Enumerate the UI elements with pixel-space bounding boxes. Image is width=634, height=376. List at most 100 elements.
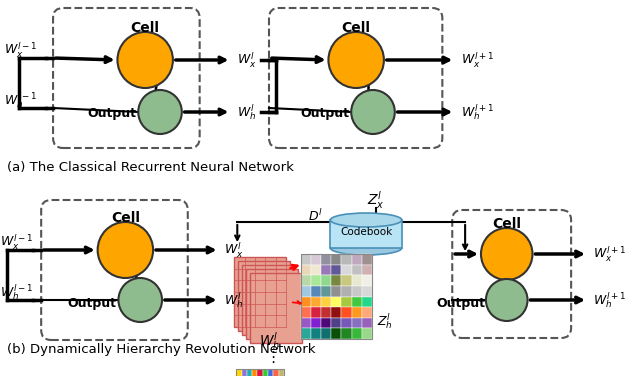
Bar — [352, 275, 362, 286]
Bar — [352, 307, 362, 318]
Bar — [311, 254, 321, 265]
Bar — [301, 254, 372, 339]
Bar — [362, 265, 372, 275]
Bar — [301, 254, 311, 265]
Bar — [311, 318, 321, 328]
Bar — [342, 265, 352, 275]
Bar — [362, 328, 372, 339]
Circle shape — [481, 228, 533, 280]
Bar — [246, 269, 298, 339]
Bar — [352, 328, 362, 339]
Text: $\vdots$: $\vdots$ — [265, 349, 275, 365]
Circle shape — [328, 32, 384, 88]
Bar — [321, 265, 331, 275]
Text: Codebook: Codebook — [340, 227, 392, 237]
Bar — [331, 307, 342, 318]
Ellipse shape — [330, 241, 402, 255]
Ellipse shape — [330, 213, 402, 227]
Text: Cell: Cell — [342, 21, 371, 35]
Text: $W_x^{l}$: $W_x^{l}$ — [237, 50, 257, 70]
Bar — [321, 307, 331, 318]
Bar — [311, 307, 321, 318]
Bar — [311, 265, 321, 275]
Bar — [362, 307, 372, 318]
Text: $Z_x^{l}$: $Z_x^{l}$ — [367, 189, 385, 211]
Bar — [331, 275, 342, 286]
Text: $W_h^{l}$: $W_h^{l}$ — [259, 330, 281, 352]
Bar — [311, 275, 321, 286]
Bar — [301, 318, 311, 328]
Text: $W_x^{l+1}$: $W_x^{l+1}$ — [593, 244, 626, 264]
Text: $W_h^{l+1}$: $W_h^{l+1}$ — [461, 102, 495, 122]
Bar — [331, 286, 342, 297]
Text: $W_x^{l-1}$: $W_x^{l-1}$ — [4, 40, 37, 60]
Bar — [321, 328, 331, 339]
Text: $D^{l}$: $D^{l}$ — [307, 208, 323, 224]
Text: $W_h^{l-1}$: $W_h^{l-1}$ — [0, 282, 33, 302]
Bar — [331, 254, 342, 265]
Bar — [242, 265, 294, 335]
Bar — [321, 254, 331, 265]
Text: (a) The Classical Recurrent Neural Network: (a) The Classical Recurrent Neural Netwo… — [6, 162, 294, 174]
Circle shape — [119, 278, 162, 322]
Circle shape — [138, 90, 182, 134]
Bar — [273, 369, 278, 376]
Circle shape — [351, 90, 395, 134]
Bar — [235, 257, 286, 327]
Bar — [321, 318, 331, 328]
Text: $Z_h^{l}$: $Z_h^{l}$ — [377, 311, 393, 331]
Bar — [278, 369, 284, 376]
Bar — [362, 297, 372, 307]
Bar — [330, 220, 402, 248]
Bar — [331, 265, 342, 275]
Bar — [342, 254, 352, 265]
Bar — [352, 286, 362, 297]
Bar — [321, 286, 331, 297]
Text: $W_x^{l}$: $W_x^{l}$ — [224, 240, 244, 260]
Bar — [238, 261, 290, 331]
Text: Output: Output — [87, 108, 136, 120]
Text: (b) Dynamically Hierarchy Revolution Network: (b) Dynamically Hierarchy Revolution Net… — [6, 344, 315, 356]
Text: $W_h^{l}$: $W_h^{l}$ — [224, 290, 243, 310]
Circle shape — [98, 222, 153, 278]
Bar — [321, 297, 331, 307]
Bar — [342, 328, 352, 339]
Bar — [262, 369, 268, 376]
Bar — [301, 265, 311, 275]
Bar — [362, 318, 372, 328]
Text: $W_h^{l+1}$: $W_h^{l+1}$ — [593, 290, 626, 310]
Bar — [342, 275, 352, 286]
Bar — [331, 297, 342, 307]
Bar — [250, 273, 302, 343]
Text: Cell: Cell — [131, 21, 160, 35]
Bar — [311, 286, 321, 297]
Bar — [252, 369, 257, 376]
Bar — [257, 369, 262, 376]
Bar — [342, 318, 352, 328]
Bar — [247, 369, 252, 376]
Bar — [331, 318, 342, 328]
Bar — [242, 369, 247, 376]
Bar — [352, 318, 362, 328]
Circle shape — [486, 279, 527, 321]
Text: $W_x^{l-1}$: $W_x^{l-1}$ — [0, 232, 33, 252]
Text: Output: Output — [436, 297, 485, 311]
Bar — [301, 286, 311, 297]
Bar — [352, 265, 362, 275]
Text: $W_h^{l}$: $W_h^{l}$ — [237, 102, 257, 122]
Bar — [362, 275, 372, 286]
Bar — [311, 297, 321, 307]
Bar — [362, 286, 372, 297]
Bar — [352, 297, 362, 307]
Text: Cell: Cell — [492, 217, 521, 231]
Bar — [301, 297, 311, 307]
Bar — [342, 286, 352, 297]
Bar — [362, 254, 372, 265]
Bar — [236, 369, 284, 376]
Bar — [342, 307, 352, 318]
Bar — [342, 297, 352, 307]
Bar — [352, 254, 362, 265]
Text: Cell: Cell — [111, 211, 140, 225]
Text: $W_x^{l+1}$: $W_x^{l+1}$ — [461, 50, 495, 70]
Circle shape — [117, 32, 173, 88]
